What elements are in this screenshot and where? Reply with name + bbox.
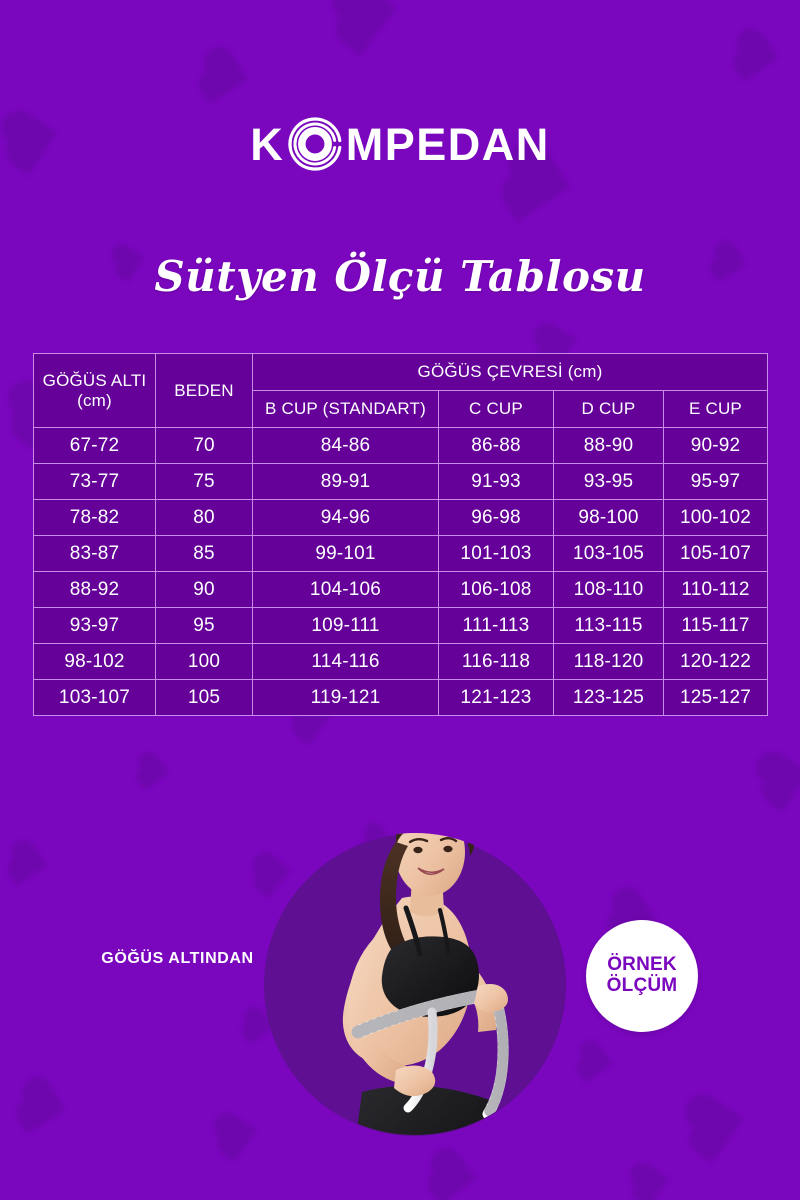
cell-cup-c: 111-113 [438, 607, 554, 644]
cell-cup-e: 125-127 [662, 679, 769, 716]
table-row: 103-107 105 119-121 121-123 123-125 125-127 [33, 679, 769, 716]
cell-size: 90 [155, 571, 253, 608]
header-under-bust-text: GÖĞÜS ALTI [42, 370, 147, 390]
cell-under-bust: 67-72 [33, 427, 156, 464]
table-head: GÖĞÜS ALTI (cm) BEDEN GÖĞÜS ÇEVRESİ (cm)… [33, 353, 769, 428]
table-body: 67-72 70 84-86 86-88 88-90 90-92 73-77 75 89-91 9… [33, 427, 769, 716]
cell-cup-e: 100-102 [662, 499, 769, 536]
table-row: 78-82 80 94-96 96-98 98-100 100-102 [33, 499, 769, 536]
cell-cup-e: 90-92 [662, 427, 769, 464]
logo-text-prefix: K [250, 118, 284, 170]
table-row: 67-72 70 84-86 86-88 88-90 90-92 [33, 427, 769, 464]
cell-size: 105 [155, 679, 253, 716]
cell-cup-c: 86-88 [438, 427, 554, 464]
cell-cup-b: 94-96 [252, 499, 439, 536]
cell-cup-b: 114-116 [252, 643, 439, 680]
header-under-bust-unit: (cm) [77, 390, 112, 410]
cell-cup-c: 91-93 [438, 463, 554, 500]
cell-size: 85 [155, 535, 253, 572]
cell-cup-e: 115-117 [662, 607, 769, 644]
table-row: 98-102 100 114-116 116-118 118-120 120-122 [33, 643, 769, 680]
header-cup-c: C CUP [438, 390, 554, 428]
cell-cup-d: 88-90 [553, 427, 664, 464]
cell-cup-b: 104-106 [252, 571, 439, 608]
header-under-bust: GÖĞÜS ALTI (cm) [33, 353, 156, 428]
table-row: 83-87 85 99-101 101-103 103-105 105-107 [33, 535, 769, 572]
cell-cup-c: 101-103 [438, 535, 554, 572]
cell-under-bust: 73-77 [33, 463, 156, 500]
cell-cup-d: 103-105 [553, 535, 664, 572]
cell-cup-d: 123-125 [553, 679, 664, 716]
cell-cup-c: 121-123 [438, 679, 554, 716]
cell-cup-e: 120-122 [662, 643, 769, 680]
cell-size: 95 [155, 607, 253, 644]
cell-cup-d: 108-110 [553, 571, 664, 608]
cell-cup-b: 89-91 [252, 463, 439, 500]
cell-cup-b: 109-111 [252, 607, 439, 644]
under-bust-caption: GÖĞÜS ALTINDAN [101, 950, 254, 967]
header-cup-d: D CUP [553, 390, 664, 428]
cell-under-bust: 103-107 [33, 679, 156, 716]
cell-cup-b: 119-121 [252, 679, 439, 716]
cell-cup-c: 116-118 [438, 643, 554, 680]
badge-line-2: ÖLÇÜM [606, 975, 678, 996]
sample-measurement-badge: ÖRNEK ÖLÇÜM [586, 920, 698, 1032]
cell-under-bust: 83-87 [33, 535, 156, 572]
cell-cup-e: 95-97 [662, 463, 769, 500]
bra-size-table: GÖĞÜS ALTI (cm) BEDEN GÖĞÜS ÇEVRESİ (cm)… [33, 353, 769, 716]
badge-line-1: ÖRNEK [607, 954, 677, 976]
cell-cup-e: 105-107 [662, 535, 769, 572]
table-row: 73-77 75 89-91 91-93 93-95 95-97 [33, 463, 769, 500]
cell-cup-b: 99-101 [252, 535, 439, 572]
header-cup-b: B CUP (STANDART) [252, 390, 439, 428]
page-title: Sütyen Ölçü Tablosu [154, 252, 646, 301]
header-size: BEDEN [155, 353, 253, 428]
cell-under-bust: 88-92 [33, 571, 156, 608]
cell-under-bust: 93-97 [33, 607, 156, 644]
cell-size: 100 [155, 643, 253, 680]
header-cup-e: E CUP [662, 390, 769, 428]
ripple-o-icon [284, 108, 346, 180]
cell-cup-b: 84-86 [252, 427, 439, 464]
table-row: 88-92 90 104-106 106-108 108-110 110-112 [33, 571, 769, 608]
logo-text-suffix: MPEDAN [345, 118, 550, 170]
cell-under-bust: 78-82 [33, 499, 156, 536]
cell-under-bust: 98-102 [33, 643, 156, 680]
cell-cup-d: 113-115 [553, 607, 664, 644]
cell-cup-e: 110-112 [662, 571, 769, 608]
cell-cup-d: 118-120 [553, 643, 664, 680]
cell-cup-d: 93-95 [553, 463, 664, 500]
cell-cup-d: 98-100 [553, 499, 664, 536]
cell-size: 80 [155, 499, 253, 536]
cell-size: 70 [155, 427, 253, 464]
cell-size: 75 [155, 463, 253, 500]
cell-cup-c: 96-98 [438, 499, 554, 536]
model-photo-circle [264, 834, 566, 1136]
header-bust-group: GÖĞÜS ÇEVRESİ (cm) [251, 353, 769, 391]
table-row: 93-97 95 109-111 111-113 113-115 115-117 [33, 607, 769, 644]
cell-cup-c: 106-108 [438, 571, 554, 608]
brand-logo: K MPEDAN [0, 108, 800, 180]
